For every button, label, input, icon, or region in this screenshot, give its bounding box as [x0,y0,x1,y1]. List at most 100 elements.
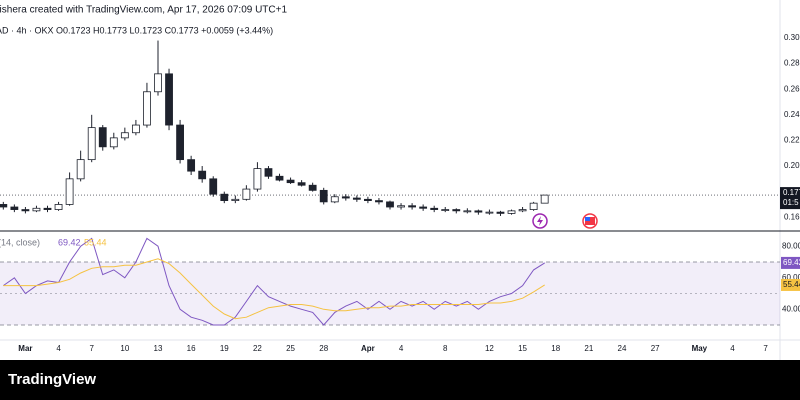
candle-body [98,127,107,148]
candle-body [341,196,350,199]
y-tick-label: 0.20 [784,161,800,170]
candle-body [286,179,295,184]
candle-body [54,204,63,210]
candle-body [518,209,527,212]
last-price-label: 0.1773 [783,188,800,197]
candle-body [253,168,262,190]
candle-body [154,73,162,93]
last-price-box [780,187,800,210]
y-tick-label: 0.28 [784,59,800,68]
candle-body [109,137,118,148]
x-tick-label: Mar [18,344,32,353]
candle-body [452,209,461,212]
x-tick-label: 15 [518,344,527,353]
rsi-line [3,258,545,320]
value-box [781,278,800,291]
event-icons [532,213,598,229]
indicator-value: 69.42 [58,237,81,247]
footer [0,360,800,400]
x-tick-label: 10 [120,344,129,353]
flag-canton [585,217,590,221]
candle-body [408,205,416,208]
candle-body [386,201,394,208]
ohlc: O0.1723 H0.1773 L0.1723 C0.1773 +0.0059 … [56,25,273,35]
y-tick-label: 80.00 [782,241,800,250]
y-tick-label: 0.16 [784,212,800,221]
candle-body [0,204,8,208]
candle-body [540,194,549,204]
candle-body [176,124,184,161]
x-tick-label: 27 [651,344,660,353]
candle-body [364,198,372,201]
symbol: AD · 4h · OKX [0,25,54,35]
candle-body [474,210,483,213]
x-tick-label: Apr [361,344,375,353]
x-tick-label: 4 [730,344,735,353]
candle-body [308,184,317,191]
candle-body [10,206,19,210]
x-tick-label: 4 [56,344,61,353]
candle-body [441,209,450,211]
candle-body [21,209,30,212]
x-tick-label: 7 [763,344,768,353]
axis-value-label: 69.42 [783,258,800,267]
value-box [781,256,800,269]
candle-body [330,196,339,203]
rsi-line [3,237,545,326]
candle-body [496,211,505,214]
y-tick-label: 0.30 [784,33,800,42]
logo[interactable]: TradingView [8,371,96,388]
candle-body [131,124,140,134]
candle-body [264,168,273,177]
lightning [537,216,543,226]
candle-body [430,207,439,210]
x-tick-label: 19 [220,344,229,353]
indicator-title: (14, close) [0,237,40,247]
x-tick-label: 12 [485,344,494,353]
y-tick-label: 40.00 [782,304,800,313]
x-tick-label: 18 [551,344,560,353]
x-tick-label: 22 [253,344,262,353]
x-tick-label: 16 [187,344,196,353]
x-tick-label: 28 [319,344,328,353]
candle-body [463,210,472,213]
candle-body [120,132,129,139]
candle-body [275,175,284,181]
candle-body [231,198,240,201]
x-tick-label: 7 [89,344,94,353]
axis-value-label: 55.44 [783,280,800,289]
candle-body [32,207,41,212]
y-tick-label: 0.26 [784,84,800,93]
candle-body [165,73,173,126]
x-tick-label: 24 [618,344,627,353]
candle-body [352,197,361,200]
candle-body [187,159,196,172]
y-tick-label: 0.22 [784,136,800,145]
x-tick-label: 4 [399,344,404,353]
y-tick-label: 60.00 [782,273,800,282]
candle-body [529,202,538,210]
credit: aishera created with TradingView.com, Ap… [0,5,287,16]
candle-body [76,159,85,180]
candle-body [297,182,306,186]
x-tick-label: 8 [443,344,448,353]
x-tick-label: 13 [154,344,163,353]
candle-body [43,207,52,210]
candle-body [209,178,218,195]
candle-body [143,91,151,126]
candle-body [419,206,428,209]
candle-body [65,178,74,205]
x-tick-label: 21 [584,344,593,353]
candle-body [507,210,516,214]
candle-body [198,170,207,180]
indicator-value: 55.44 [84,237,107,247]
candle-body [87,127,96,161]
candle-body [242,188,251,200]
x-tick-label: 25 [286,344,295,353]
candle-body [485,211,494,214]
y-tick-label: 0.24 [784,110,800,119]
x-tick-label: May [692,344,708,353]
candle-body [319,189,328,203]
